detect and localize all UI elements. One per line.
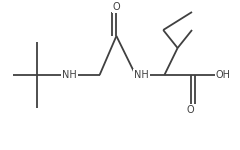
Text: O: O: [113, 2, 120, 12]
Text: O: O: [187, 105, 195, 115]
Text: OH: OH: [216, 70, 231, 80]
Text: NH: NH: [134, 70, 149, 80]
Text: NH: NH: [62, 70, 77, 80]
